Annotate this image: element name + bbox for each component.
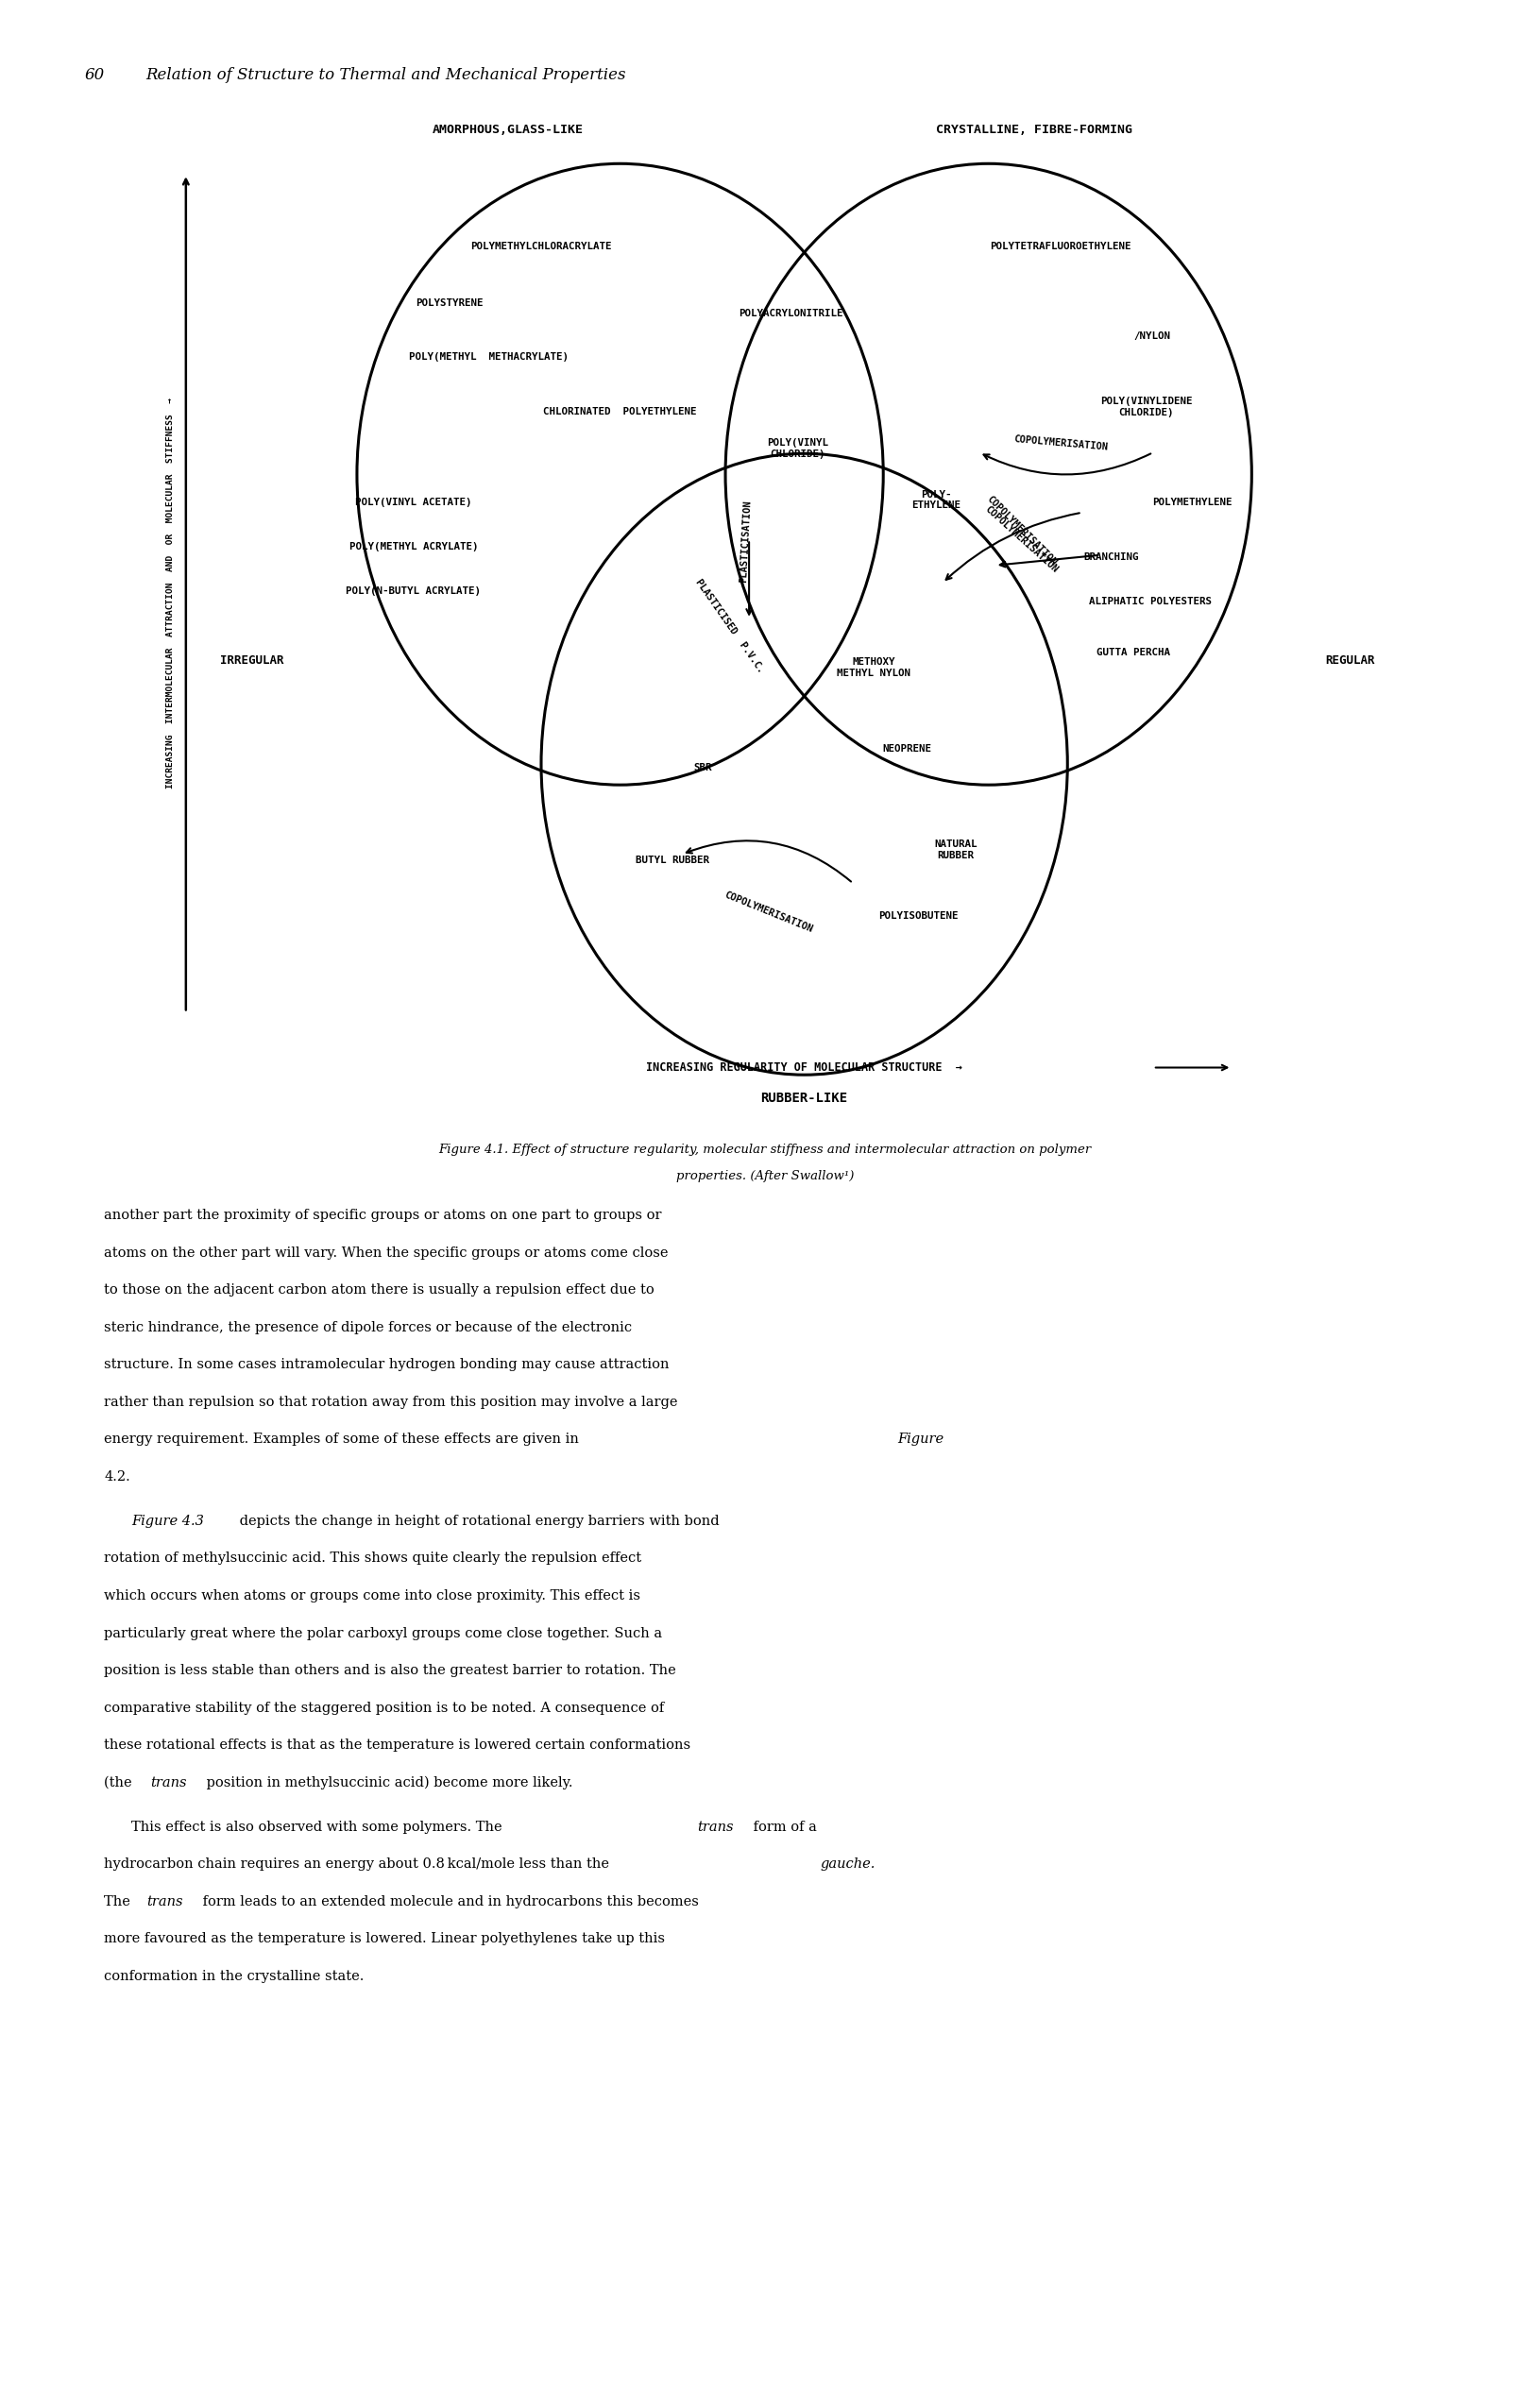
Text: COPOLYMERISATION: COPOLYMERISATION	[1013, 433, 1108, 453]
Text: POLY(VINYL ACETATE): POLY(VINYL ACETATE)	[355, 498, 471, 508]
Text: structure. In some cases intramolecular hydrogen bonding may cause attraction: structure. In some cases intramolecular …	[104, 1358, 669, 1370]
Text: which occurs when atoms or groups come into close proximity. This effect is: which occurs when atoms or groups come i…	[104, 1589, 641, 1601]
Text: these rotational effects is that as the temperature is lowered certain conformat: these rotational effects is that as the …	[104, 1739, 690, 1751]
Text: POLY(VINYL
CHLORIDE): POLY(VINYL CHLORIDE)	[767, 438, 828, 458]
Text: Relation of Structure to Thermal and Mechanical Properties: Relation of Structure to Thermal and Mec…	[145, 67, 626, 84]
Text: POLYMETHYLENE: POLYMETHYLENE	[1152, 498, 1232, 508]
Text: /NYLON: /NYLON	[1134, 332, 1170, 342]
Text: (the: (the	[104, 1777, 136, 1789]
Text: form leads to an extended molecule and in hydrocarbons this becomes: form leads to an extended molecule and i…	[199, 1895, 699, 1907]
Text: POLYMETHYLCHLORACRYLATE: POLYMETHYLCHLORACRYLATE	[471, 241, 612, 250]
Text: conformation in the crystalline state.: conformation in the crystalline state.	[104, 1970, 364, 1982]
Text: BUTYL RUBBER: BUTYL RUBBER	[636, 855, 710, 864]
Text: GUTTA PERCHA: GUTTA PERCHA	[1097, 648, 1170, 657]
Text: POLY(N-BUTYL ACRYLATE): POLY(N-BUTYL ACRYLATE)	[346, 588, 480, 597]
Text: gauche.: gauche.	[820, 1859, 875, 1871]
Text: IRREGULAR: IRREGULAR	[220, 655, 283, 667]
Text: position is less stable than others and is also the greatest barrier to rotation: position is less stable than others and …	[104, 1664, 676, 1676]
Text: POLY(METHYL  METHACRYLATE): POLY(METHYL METHACRYLATE)	[409, 352, 568, 361]
Text: atoms on the other part will vary. When the specific groups or atoms come close: atoms on the other part will vary. When …	[104, 1247, 669, 1259]
Text: CHLORINATED  POLYETHYLENE: CHLORINATED POLYETHYLENE	[543, 407, 696, 417]
Text: POLYACRYLONITRILE: POLYACRYLONITRILE	[739, 308, 843, 318]
Text: trans: trans	[698, 1820, 733, 1832]
Text: form of a: form of a	[748, 1820, 817, 1832]
Text: SBR: SBR	[693, 763, 711, 773]
Text: PLASTICISATION: PLASTICISATION	[739, 501, 751, 583]
Text: RUBBER-LIKE: RUBBER-LIKE	[760, 1091, 848, 1105]
Text: This effect is also observed with some polymers. The: This effect is also observed with some p…	[132, 1820, 506, 1832]
Text: INCREASING REGULARITY OF MOLECULAR STRUCTURE  →: INCREASING REGULARITY OF MOLECULAR STRUC…	[646, 1062, 962, 1074]
Text: AMORPHOUS,GLASS-LIKE: AMORPHOUS,GLASS-LIKE	[433, 123, 584, 135]
Text: 60: 60	[84, 67, 104, 84]
Text: COPOLYMERISATION: COPOLYMERISATION	[984, 503, 1060, 576]
Text: steric hindrance, the presence of dipole forces or because of the electronic: steric hindrance, the presence of dipole…	[104, 1322, 632, 1334]
Text: particularly great where the polar carboxyl groups come close together. Such a: particularly great where the polar carbo…	[104, 1628, 662, 1640]
Text: 4.2.: 4.2.	[104, 1469, 130, 1483]
Text: ALIPHATIC POLYESTERS: ALIPHATIC POLYESTERS	[1089, 597, 1212, 607]
Text: METHOXY
METHYL NYLON: METHOXY METHYL NYLON	[837, 657, 910, 679]
Text: INCREASING  INTERMOLECULAR  ATTRACTION  AND  OR  MOLECULAR  STIFFNESS  →: INCREASING INTERMOLECULAR ATTRACTION AND…	[165, 397, 174, 790]
Text: Figure 4.3: Figure 4.3	[132, 1515, 203, 1527]
Text: rotation of methylsuccinic acid. This shows quite clearly the repulsion effect: rotation of methylsuccinic acid. This sh…	[104, 1553, 641, 1565]
Text: trans: trans	[147, 1895, 184, 1907]
Text: to those on the adjacent carbon atom there is usually a repulsion effect due to: to those on the adjacent carbon atom the…	[104, 1283, 655, 1296]
Text: PLASTICISED  P.V.C.: PLASTICISED P.V.C.	[693, 578, 765, 674]
Text: energy requirement. Examples of some of these effects are given in: energy requirement. Examples of some of …	[104, 1433, 583, 1445]
Text: depicts the change in height of rotational energy barriers with bond: depicts the change in height of rotation…	[236, 1515, 719, 1527]
Text: COPOLYMERISATION: COPOLYMERISATION	[724, 891, 814, 934]
Text: BRANCHING: BRANCHING	[1083, 551, 1138, 561]
Text: REGULAR: REGULAR	[1325, 655, 1375, 667]
Text: Figure: Figure	[897, 1433, 944, 1445]
Text: Figure 4.1. Effect of structure regularity, molecular stiffness and intermolecul: Figure 4.1. Effect of structure regulari…	[439, 1144, 1091, 1156]
Text: more favoured as the temperature is lowered. Linear polyethylenes take up this: more favoured as the temperature is lowe…	[104, 1934, 666, 1946]
Text: COPOLYMERISATION: COPOLYMERISATION	[985, 494, 1059, 568]
Text: hydrocarbon chain requires an energy about 0.8 kcal/mole less than the: hydrocarbon chain requires an energy abo…	[104, 1859, 614, 1871]
Text: POLY(VINYLIDENE
CHLORIDE): POLY(VINYLIDENE CHLORIDE)	[1100, 397, 1192, 417]
Text: properties. (After Swallow¹): properties. (After Swallow¹)	[676, 1170, 854, 1182]
Text: NEOPRENE: NEOPRENE	[883, 744, 932, 754]
Text: POLY(METHYL ACRYLATE): POLY(METHYL ACRYLATE)	[349, 542, 477, 551]
Text: rather than repulsion so that rotation away from this position may involve a lar: rather than repulsion so that rotation a…	[104, 1397, 678, 1409]
Text: comparative stability of the staggered position is to be noted. A consequence of: comparative stability of the staggered p…	[104, 1702, 664, 1714]
Text: The: The	[104, 1895, 135, 1907]
Text: position in methylsuccinic acid) become more likely.: position in methylsuccinic acid) become …	[202, 1777, 574, 1789]
Text: another part the proximity of specific groups or atoms on one part to groups or: another part the proximity of specific g…	[104, 1209, 662, 1221]
Text: CRYSTALLINE, FIBRE-FORMING: CRYSTALLINE, FIBRE-FORMING	[936, 123, 1132, 135]
Text: trans: trans	[150, 1777, 187, 1789]
Text: POLYTETRAFLUOROETHYLENE: POLYTETRAFLUOROETHYLENE	[990, 241, 1132, 250]
Text: NATURAL
RUBBER: NATURAL RUBBER	[935, 840, 978, 860]
Text: POLYISOBUTENE: POLYISOBUTENE	[878, 913, 959, 922]
Text: POLYSTYRENE: POLYSTYRENE	[415, 299, 483, 308]
Text: POLY-
ETHYLENE: POLY- ETHYLENE	[912, 489, 961, 510]
